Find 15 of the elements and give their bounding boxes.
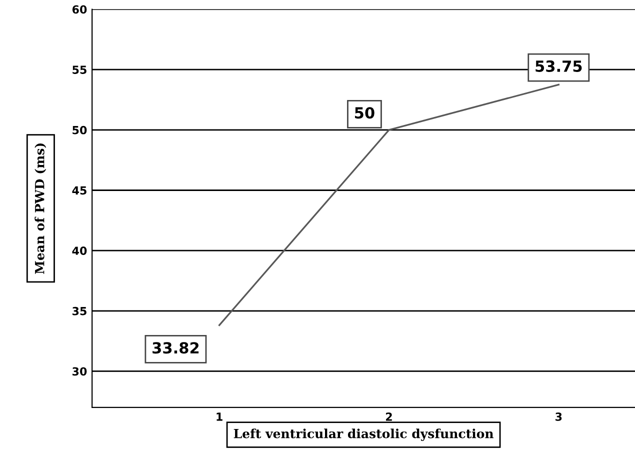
y-axis-title: Mean of PWD (ms)	[34, 143, 46, 274]
y-tick-label: 60	[72, 5, 87, 14]
y-tick-label: 35	[72, 306, 86, 316]
data-label: 53.75	[536, 60, 582, 72]
data-label: 33.82	[152, 342, 199, 354]
y-tick-label: 45	[72, 186, 86, 195]
data-label: 50	[355, 107, 374, 119]
x-axis-title: Left ventricular diastolic dysfunction	[234, 428, 494, 441]
x-tick-label: 2	[386, 412, 392, 421]
x-tick-label: 1	[216, 412, 222, 421]
y-tick-label: 40	[72, 246, 87, 255]
y-tick-label: 55	[72, 66, 86, 74]
y-tick-label: 30	[72, 367, 87, 376]
y-tick-label: 50	[72, 126, 87, 134]
x-tick-label: 3	[556, 412, 562, 421]
